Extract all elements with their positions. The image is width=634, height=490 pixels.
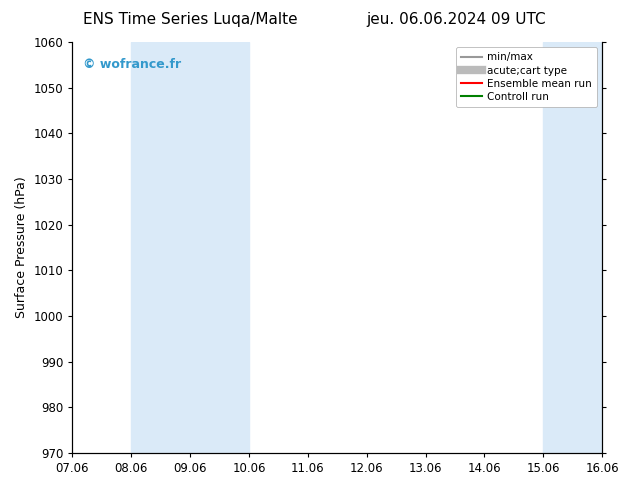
Bar — [543, 42, 602, 453]
Text: ENS Time Series Luqa/Malte: ENS Time Series Luqa/Malte — [83, 12, 297, 27]
Legend: min/max, acute;cart type, Ensemble mean run, Controll run: min/max, acute;cart type, Ensemble mean … — [456, 47, 597, 107]
Text: jeu. 06.06.2024 09 UTC: jeu. 06.06.2024 09 UTC — [366, 12, 547, 27]
Y-axis label: Surface Pressure (hPa): Surface Pressure (hPa) — [15, 176, 28, 318]
Text: © wofrance.fr: © wofrance.fr — [83, 58, 181, 72]
Bar — [131, 42, 249, 453]
